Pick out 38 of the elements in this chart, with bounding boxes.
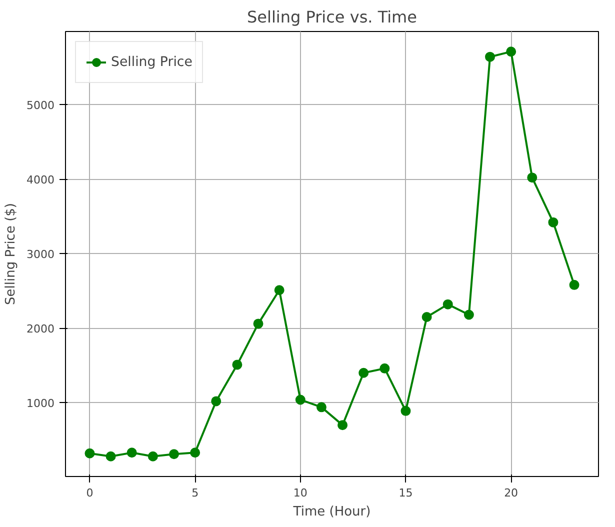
point	[506, 46, 516, 57]
x-tick-label: 20	[504, 486, 518, 500]
x-tick-label: 0	[86, 486, 94, 500]
x-axis-title: Time (Hour)	[292, 504, 371, 520]
point	[485, 52, 496, 62]
point	[106, 451, 116, 462]
point	[422, 312, 432, 322]
x-tick-label: 15	[398, 486, 413, 500]
point	[380, 363, 390, 374]
point	[274, 285, 284, 296]
point	[548, 217, 558, 228]
point	[295, 394, 306, 405]
legend-label: Selling Price	[111, 54, 192, 70]
point	[400, 406, 411, 416]
point	[190, 448, 200, 458]
point	[569, 280, 580, 290]
point	[358, 368, 369, 378]
point	[316, 402, 326, 412]
y-tick-label: 1000	[26, 397, 55, 410]
x-tick-label: 10	[293, 486, 308, 500]
y-tick-label: 3000	[26, 248, 55, 262]
y-tick-label: 5000	[26, 99, 55, 112]
chart-title: Selling Price vs. Time	[247, 8, 417, 26]
point	[211, 396, 222, 406]
y-axis-title: Selling Price ($)	[4, 203, 19, 305]
point	[84, 448, 95, 458]
point	[253, 318, 264, 329]
point	[148, 451, 158, 462]
point	[168, 449, 179, 460]
y-tick-label: 2000	[26, 322, 55, 336]
point	[442, 299, 453, 310]
point	[338, 420, 348, 430]
point	[232, 360, 242, 370]
point	[527, 172, 538, 183]
x-tick-label: 5	[192, 486, 199, 500]
point	[126, 448, 137, 458]
y-tick-label: 4000	[26, 174, 55, 187]
point	[464, 310, 474, 320]
